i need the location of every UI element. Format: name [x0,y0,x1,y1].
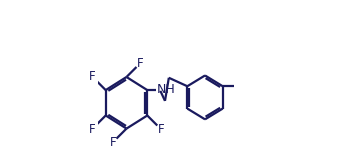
Text: F: F [89,70,96,83]
Text: F: F [89,123,96,136]
Text: NH: NH [156,83,175,96]
Text: F: F [137,57,143,70]
Text: F: F [110,136,116,149]
Text: F: F [158,123,164,136]
